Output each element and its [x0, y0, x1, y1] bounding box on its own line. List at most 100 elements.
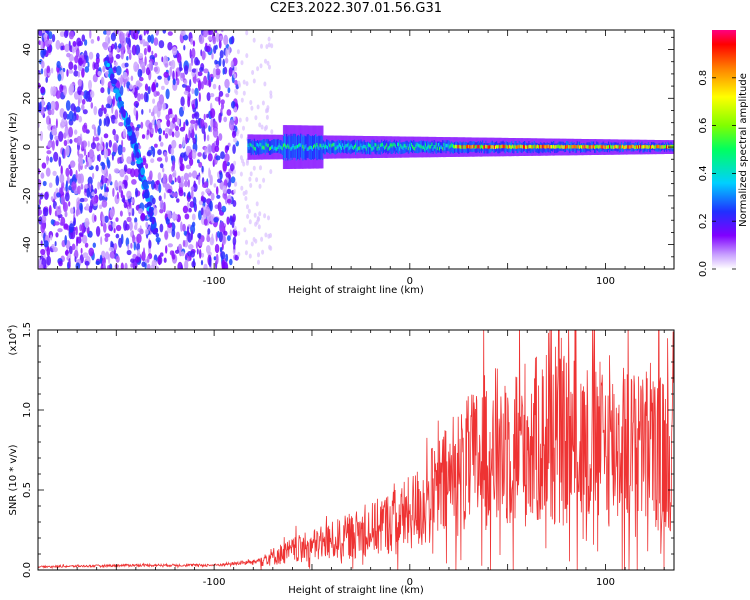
noise-cell — [84, 260, 90, 266]
noise-cell — [121, 153, 124, 163]
noise-cell — [69, 168, 73, 177]
noise-cell — [183, 192, 186, 197]
noise-cell — [162, 30, 167, 34]
noise-cell — [167, 31, 173, 36]
noise-cell — [46, 101, 52, 112]
noise-cell — [217, 178, 222, 183]
band-core — [497, 145, 499, 149]
y-tick-label: 0 — [22, 144, 33, 150]
band-mid — [302, 136, 305, 161]
band-core — [476, 145, 479, 149]
noise-cell — [184, 259, 189, 269]
band-core — [666, 145, 668, 149]
noise-cell — [64, 235, 67, 246]
noise-cell — [73, 70, 79, 77]
noise-cell — [200, 118, 205, 128]
noise-cell — [65, 30, 69, 37]
noise-cell — [118, 122, 124, 127]
band-mid — [504, 143, 507, 154]
track-cell — [110, 79, 116, 84]
noise-cell — [245, 30, 249, 36]
noise-cell — [162, 130, 166, 136]
band-core — [524, 145, 526, 149]
band-core — [486, 145, 489, 149]
noise-cell — [148, 239, 152, 249]
noise-cell — [67, 139, 70, 144]
band-core — [257, 143, 259, 147]
band-core — [528, 145, 531, 149]
band-core — [512, 144, 514, 149]
band-core — [318, 146, 321, 151]
noise-cell — [111, 114, 116, 124]
noise-cell — [102, 65, 106, 73]
band-core — [365, 147, 368, 151]
band-core — [545, 145, 548, 149]
noise-cell — [116, 47, 119, 53]
band-core — [369, 143, 371, 148]
band-core — [485, 144, 488, 149]
spectrogram-y-ticks: -40 -20 0 20 40 — [22, 36, 674, 270]
noise-cell — [156, 119, 161, 130]
noise-cell — [228, 119, 235, 131]
noise-cell — [194, 56, 199, 66]
band-mid — [408, 141, 411, 154]
noise-cell — [107, 265, 110, 269]
band-mid — [346, 141, 349, 154]
band-core — [491, 145, 494, 149]
band-core — [418, 144, 421, 148]
noise-cell — [234, 79, 238, 86]
noise-cell — [112, 128, 116, 136]
noise-cell — [97, 70, 102, 77]
noise-cell — [46, 255, 51, 266]
noise-cell — [63, 148, 66, 159]
band-core — [288, 145, 291, 149]
noise-cell — [145, 30, 150, 35]
noise-cell — [216, 194, 221, 199]
band-core — [345, 144, 348, 148]
band-core — [422, 145, 425, 149]
noise-cell — [159, 208, 164, 214]
band-mid — [374, 141, 377, 154]
band-core — [527, 145, 529, 149]
noise-cell — [158, 195, 162, 202]
band-core — [468, 144, 470, 149]
band-core — [564, 145, 567, 149]
noise-cell — [158, 134, 162, 142]
band-core — [575, 145, 578, 149]
band-mid — [453, 142, 455, 154]
noise-cell — [77, 185, 81, 195]
noise-cell — [263, 213, 267, 219]
band-core — [256, 142, 258, 147]
band-mid — [357, 140, 359, 153]
noise-cell — [214, 145, 220, 153]
band-core — [559, 145, 562, 149]
noise-cell — [150, 111, 155, 117]
band-core — [628, 145, 631, 149]
band-core — [335, 146, 338, 150]
noise-cell — [114, 61, 118, 67]
band-core — [331, 143, 334, 148]
band-core — [588, 145, 591, 149]
noise-cell — [170, 147, 175, 156]
noise-cell — [103, 191, 109, 198]
band-core — [672, 144, 674, 149]
noise-cell — [264, 58, 267, 64]
noise-cell — [150, 127, 155, 135]
noise-cell — [181, 83, 187, 88]
band-core — [434, 145, 437, 149]
noise-cell — [171, 228, 176, 238]
noise-cell — [202, 30, 208, 38]
band-core — [577, 144, 580, 149]
noise-cell — [266, 60, 270, 66]
band-mid — [423, 141, 426, 153]
noise-cell — [103, 148, 109, 159]
band-core — [258, 144, 260, 148]
band-core — [620, 145, 623, 149]
noise-cell — [127, 206, 130, 215]
noise-cell — [194, 79, 197, 84]
band-core — [513, 145, 515, 149]
noise-cell — [174, 130, 180, 138]
noise-cell — [212, 127, 219, 138]
band-core — [555, 145, 557, 149]
noise-cell — [141, 109, 144, 115]
